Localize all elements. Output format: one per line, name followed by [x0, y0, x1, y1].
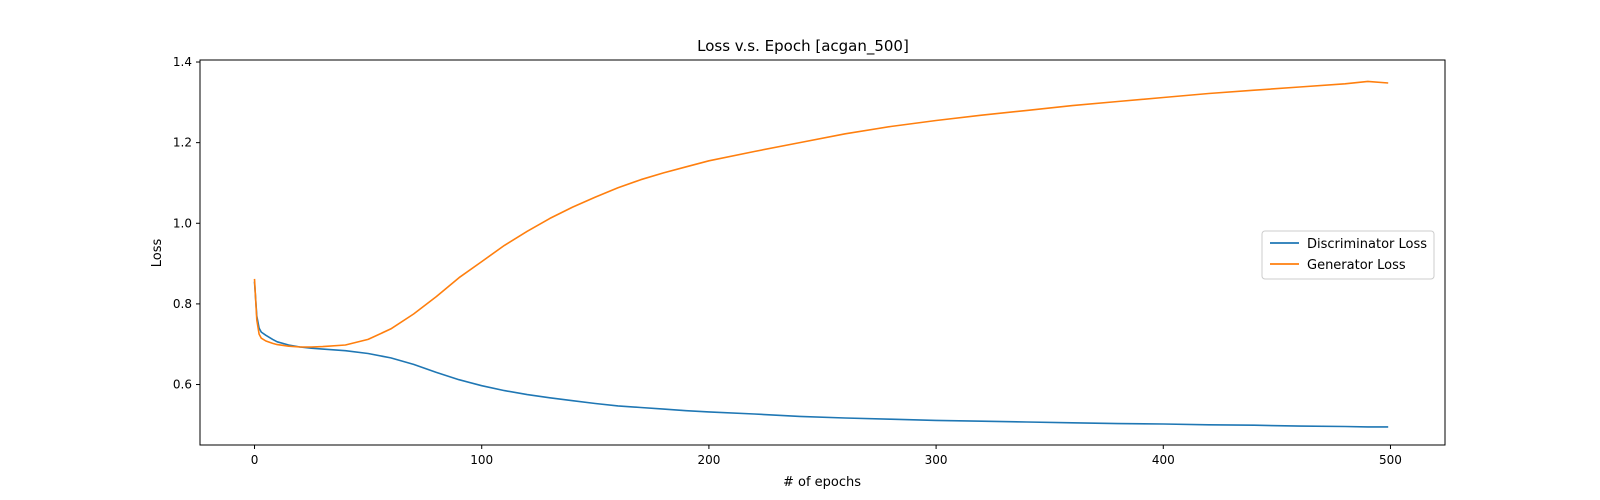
- x-tick-label: 0: [251, 453, 259, 467]
- legend: Discriminator Loss Generator Loss: [1261, 230, 1435, 280]
- y-axis-label: Loss: [150, 239, 165, 268]
- legend-label-1: Generator Loss: [1307, 258, 1406, 273]
- legend-label-0: Discriminator Loss: [1307, 237, 1427, 252]
- series-line-0: [253, 281, 1389, 428]
- legend-box: [1261, 230, 1435, 280]
- series-line-1: [253, 80, 1389, 348]
- x-tick-label: 400: [1152, 453, 1175, 467]
- x-axis-ticks: 0 100 200 300 400 500: [251, 445, 1402, 467]
- x-tick-label: 300: [925, 453, 948, 467]
- plot-frame: [199, 59, 1446, 446]
- x-axis-label: # of epochs: [783, 475, 861, 490]
- plot-lines: [253, 80, 1389, 428]
- y-tick-label: 1.0: [173, 216, 192, 230]
- y-tick-label: 0.6: [173, 378, 192, 392]
- x-tick-label: 500: [1379, 453, 1402, 467]
- y-tick-label: 0.8: [173, 297, 192, 311]
- x-tick-label: 100: [470, 453, 493, 467]
- y-tick-label: 1.4: [173, 55, 192, 69]
- chart-title: Loss v.s. Epoch [acgan_500]: [697, 37, 909, 56]
- y-axis-ticks: 0.6 0.8 1.0 1.2 1.4: [173, 55, 200, 392]
- y-tick-label: 1.2: [173, 136, 192, 150]
- x-tick-label: 200: [697, 453, 720, 467]
